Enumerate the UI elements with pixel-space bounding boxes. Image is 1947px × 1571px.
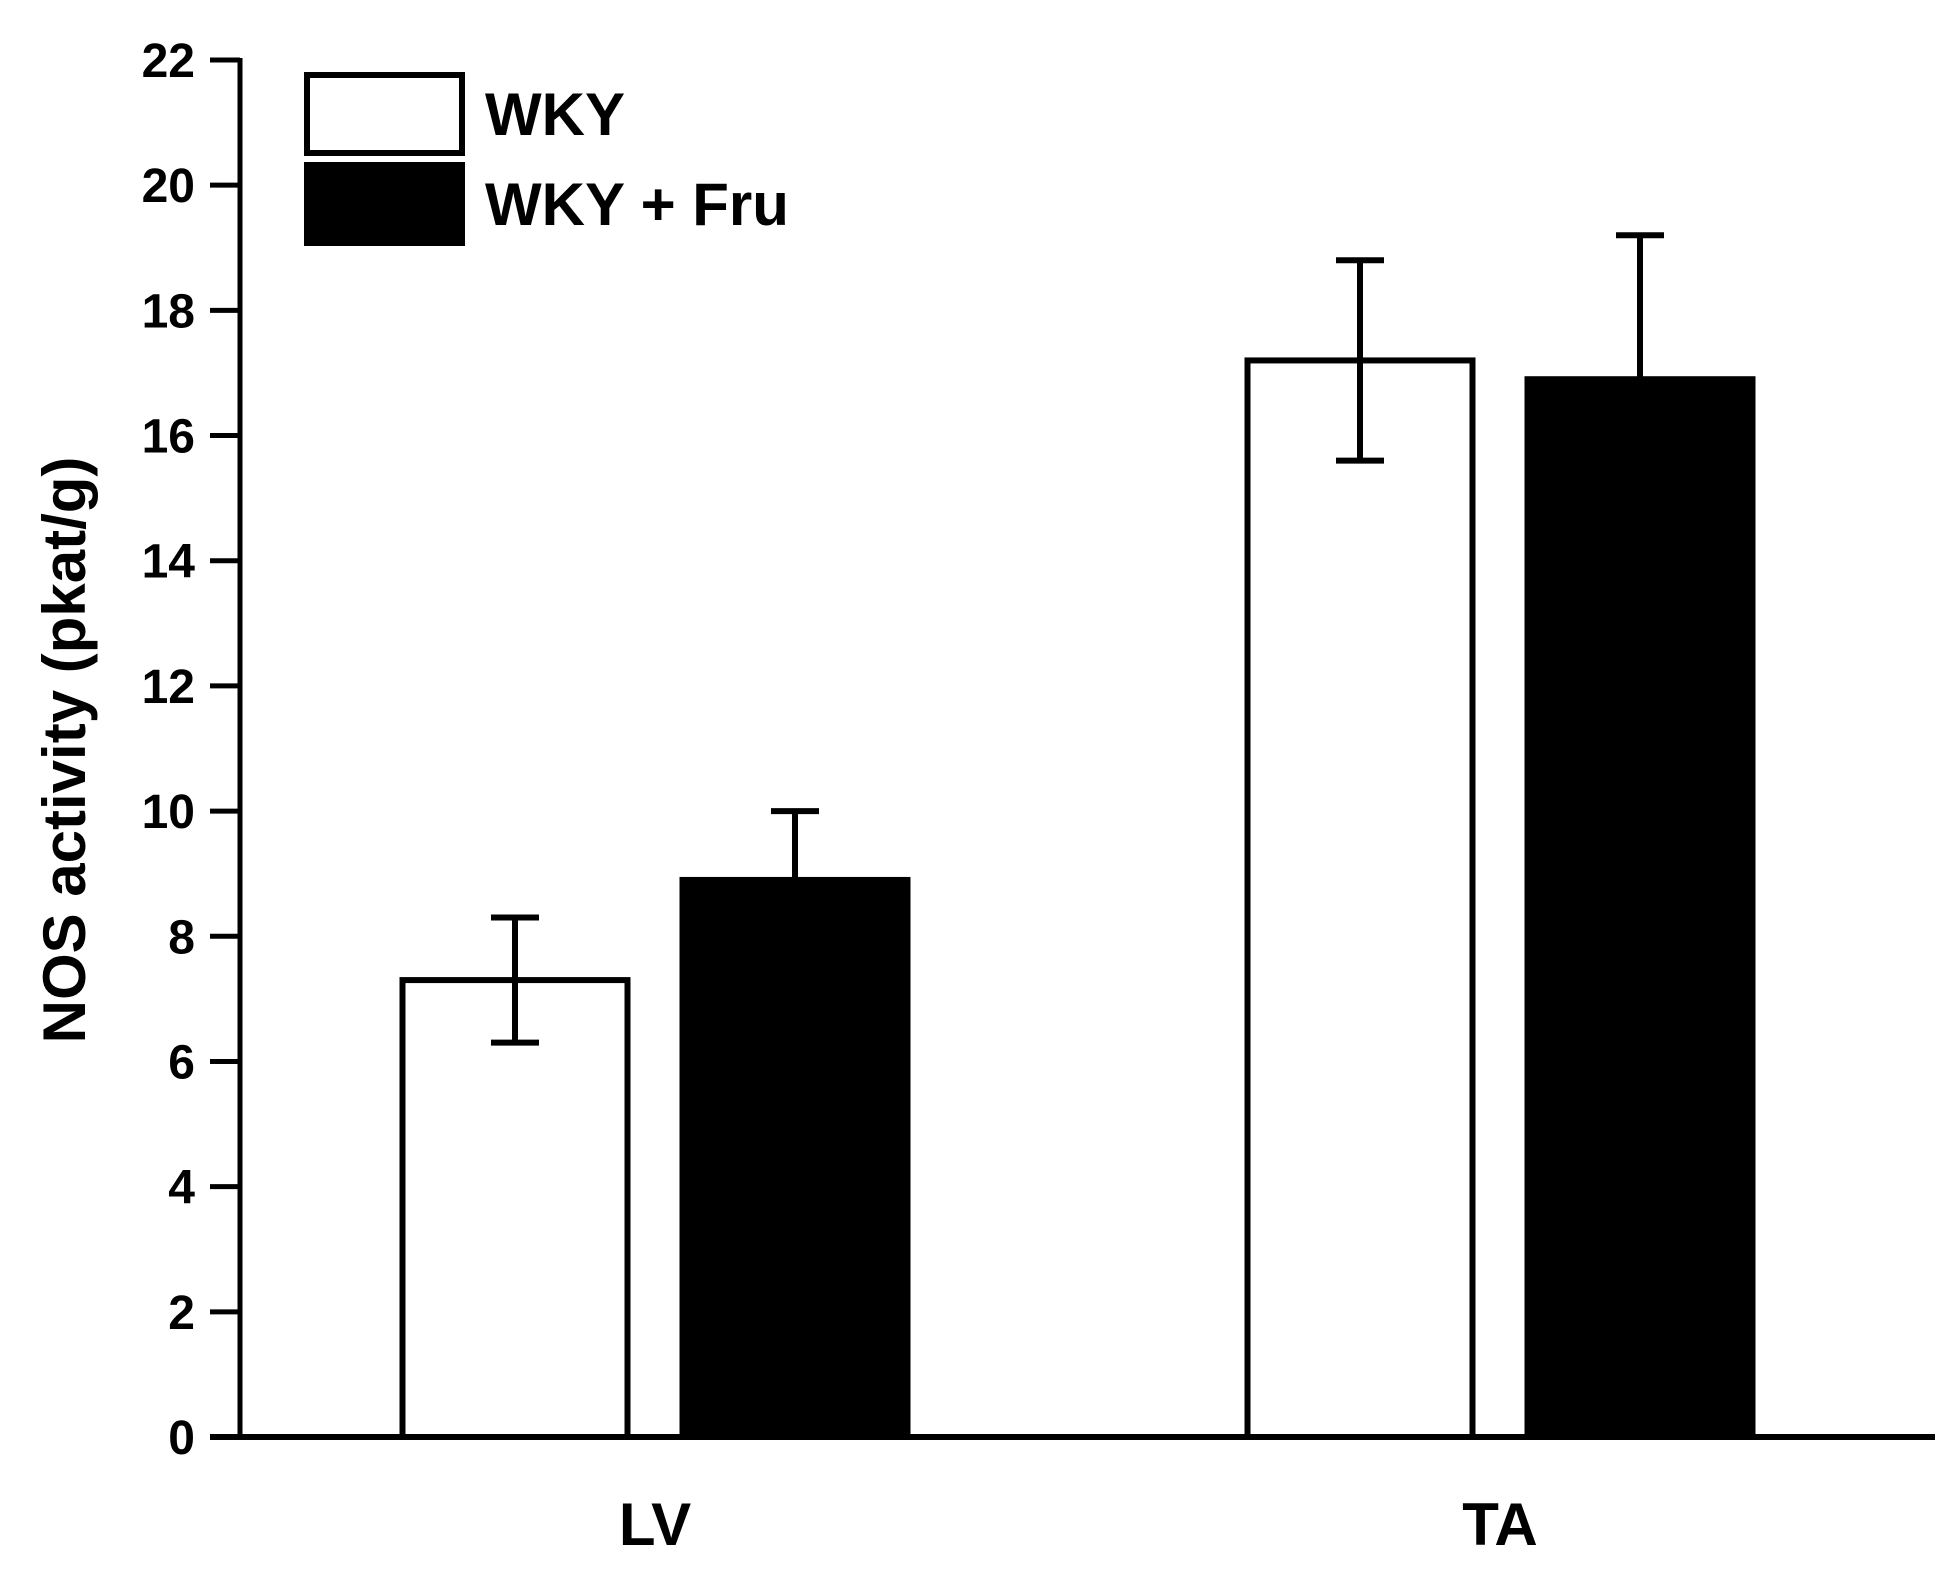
x-category-label-lv: LV (619, 1491, 691, 1558)
bar-ta-series-1 (1524, 376, 1756, 1440)
y-tick-label: 12 (142, 661, 195, 714)
y-tick-label: 0 (168, 1412, 195, 1465)
bar-lv-series-1 (679, 876, 911, 1440)
bar-ta-series-0 (1244, 357, 1476, 1440)
legend-label-series-1: WKY + Fru (485, 171, 789, 238)
axes-layer (210, 58, 1935, 1440)
error-bars-layer (491, 232, 1664, 1046)
legend-label-series-0: WKY (485, 81, 625, 148)
y-tick-label: 14 (142, 536, 196, 589)
y-tick-label: 4 (168, 1162, 195, 1215)
bar-lv-series-0 (399, 977, 631, 1440)
y-tick-label: 22 (142, 35, 195, 88)
x-category-labels: LV TA (619, 1491, 1538, 1558)
legend-swatch-series-0 (304, 72, 465, 156)
y-tick-label: 6 (168, 1036, 195, 1089)
legend-swatch-series-1 (304, 162, 465, 246)
bars-layer (399, 357, 1756, 1440)
y-tick-label: 18 (142, 285, 195, 338)
legend: WKY WKY + Fru (304, 72, 789, 246)
y-tick-label: 20 (142, 160, 195, 213)
y-axis-title: NOS activity (pkat/g) (31, 457, 98, 1044)
y-tick-label: 16 (142, 411, 195, 464)
y-tick-label: 2 (168, 1287, 195, 1340)
y-tick-label: 8 (168, 911, 195, 964)
y-tick-label: 10 (142, 786, 195, 839)
y-ticks-layer: 0 2 4 6 8 10 12 14 16 18 20 22 (142, 35, 240, 1465)
x-category-label-ta: TA (1462, 1491, 1538, 1558)
